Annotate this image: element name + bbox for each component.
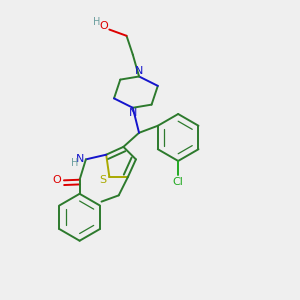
Text: N: N [129,108,137,118]
Text: S: S [100,175,106,185]
Text: O: O [53,175,62,185]
Text: N: N [76,154,84,164]
Text: Cl: Cl [173,177,184,187]
Text: O: O [99,21,108,32]
Text: H: H [70,158,78,167]
Text: N: N [135,66,143,76]
Text: H: H [93,17,100,27]
